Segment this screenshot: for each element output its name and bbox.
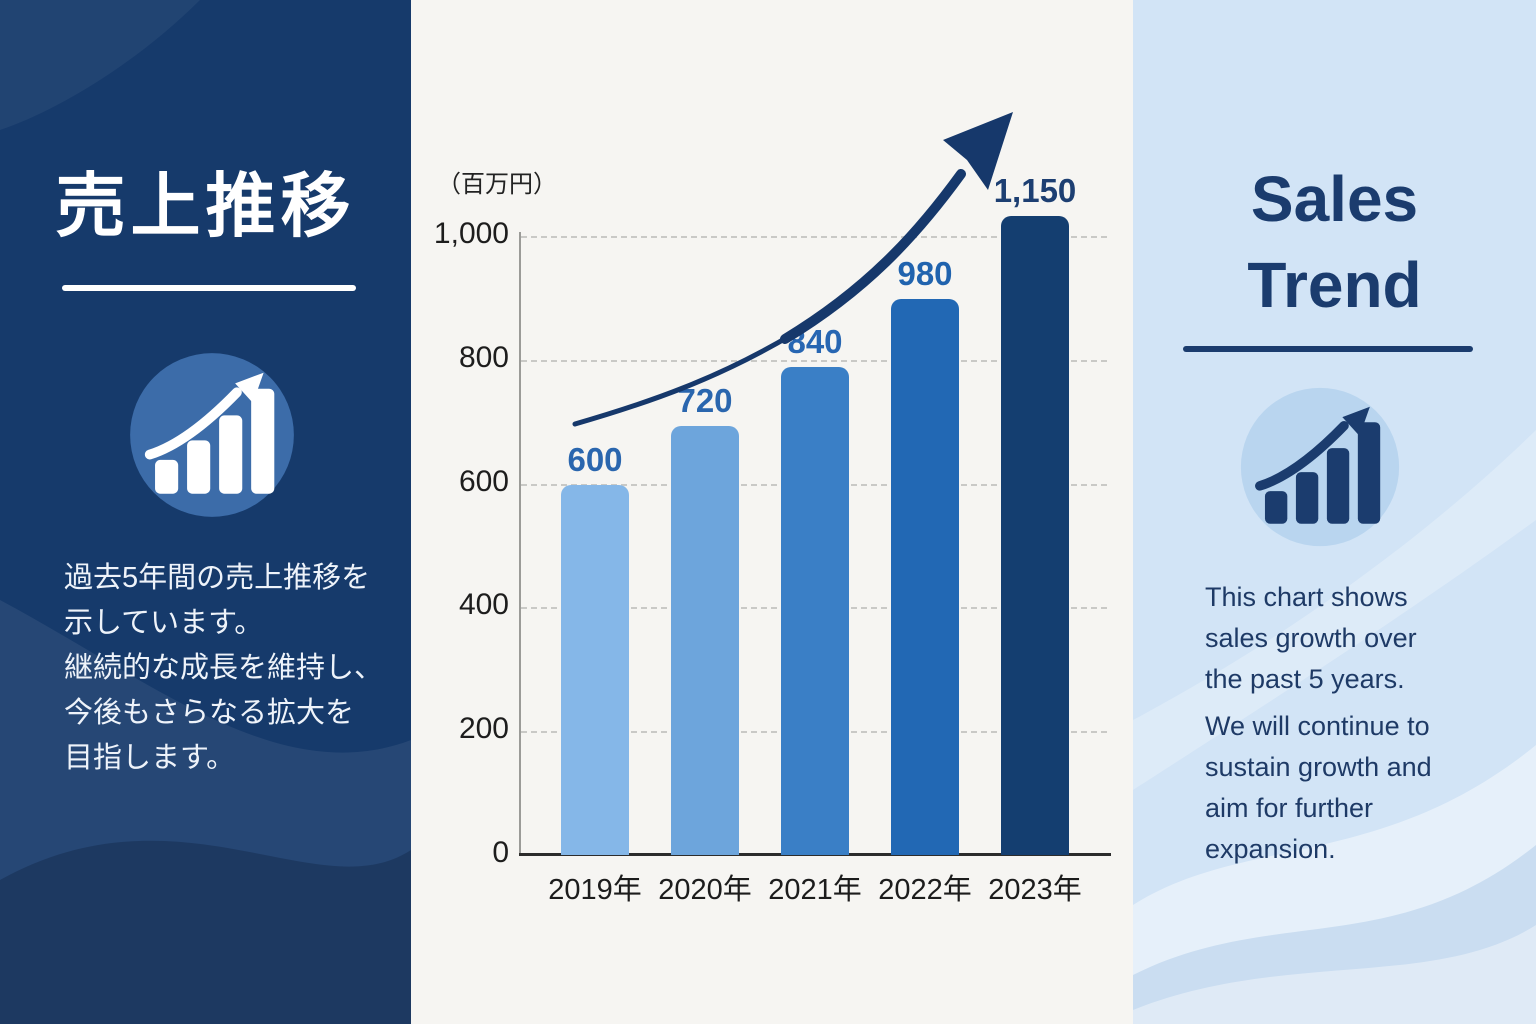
x-tick-label: 2019年	[548, 874, 642, 906]
right-panel-waves	[1133, 430, 1536, 1024]
left-panel-waves	[0, 0, 411, 1024]
growth-chart-icon	[1240, 387, 1400, 547]
bar-2020年	[671, 425, 739, 855]
x-tick-label: 2023年	[988, 874, 1082, 906]
y-axis-line	[519, 232, 521, 855]
bar-value-label: 600	[567, 440, 623, 478]
y-tick-label: 0	[492, 836, 509, 869]
right-panel-paragraph-1: This chart shows sales growth over the p…	[1205, 582, 1417, 694]
left-panel-description: 過去5年間の売上推移を 示しています。 継続的な成長を維持し、 今後もさらなる拡…	[64, 562, 384, 774]
y-axis-unit-label: （百万円）	[437, 171, 557, 198]
y-tick-label: 600	[458, 464, 509, 498]
left-panel: 売上推移 過去5年間の売上推移を 示しています。 継続的な成長を維持し、 今後も…	[0, 0, 411, 1024]
bar-value-label: 840	[787, 323, 843, 361]
y-tick-label: 1,000	[433, 217, 509, 250]
chart-panel: （百万円） 0 200 400 600 800 1,000 600 2019年 720 2020年…	[411, 0, 1133, 1024]
gridline-800	[521, 359, 1107, 362]
y-tick-label: 800	[458, 340, 509, 374]
bar-2023年	[1001, 215, 1069, 855]
y-tick-label: 200	[458, 712, 509, 746]
bar-value-label: 1,150	[993, 171, 1077, 209]
bar-value-label: 720	[677, 381, 733, 419]
x-tick-label: 2020年	[658, 874, 752, 906]
right-panel-paragraph-2: We will continue to sustain growth and a…	[1205, 711, 1432, 864]
left-title-underline	[62, 285, 356, 291]
bar-2019年	[561, 484, 629, 855]
right-title-underline	[1183, 346, 1473, 352]
bar-2022年	[891, 298, 959, 855]
x-tick-label: 2022年	[878, 874, 972, 906]
plot-area: 0 200 400 600 800 1,000 600 2019年 720 2020年 840 202…	[411, 0, 1133, 1024]
x-tick-label: 2021年	[768, 874, 862, 906]
right-panel-title: Sales Trend	[1247, 163, 1422, 321]
y-tick-label: 400	[458, 588, 509, 622]
left-panel-title: 売上推移	[55, 167, 356, 245]
growth-chart-icon	[130, 353, 294, 517]
right-panel: Sales Trend This chart shows sales growt…	[1133, 0, 1536, 1024]
bar-2021年	[781, 367, 849, 855]
bar-value-label: 980	[897, 254, 953, 292]
